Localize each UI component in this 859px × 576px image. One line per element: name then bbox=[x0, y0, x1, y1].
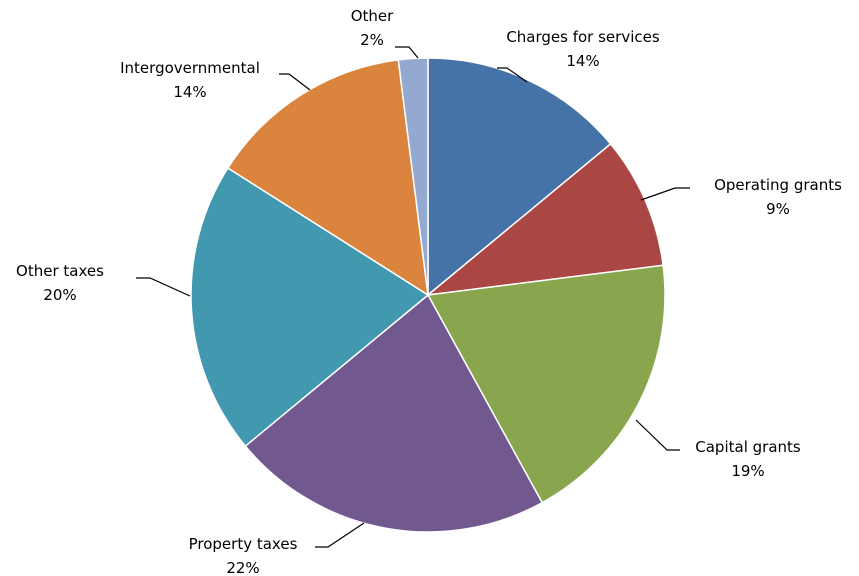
slice-label-charges-for-services: Charges for services bbox=[506, 28, 660, 46]
pie-slice-property-taxes bbox=[244, 293, 544, 533]
slice-percent-operating-grants: 9% bbox=[766, 200, 790, 218]
pie-slice-operating-grants bbox=[425, 142, 664, 297]
slice-label-other: Other bbox=[351, 7, 394, 25]
slice-label-operating-grants: Operating grants bbox=[714, 176, 842, 194]
leader-line-capital-grants bbox=[635, 419, 680, 451]
pie-slice-intergovernmental bbox=[226, 59, 429, 297]
leader-line-charges-for-services bbox=[497, 67, 528, 83]
pie-slices bbox=[190, 57, 666, 533]
leader-line-intergovernmental bbox=[279, 73, 311, 91]
pie-slice-other bbox=[397, 57, 429, 296]
leader-line-other bbox=[395, 46, 419, 59]
leader-line-other-taxes bbox=[136, 277, 191, 297]
leader-lines bbox=[136, 46, 690, 548]
leader-line-operating-grants bbox=[640, 187, 690, 201]
slice-label-other-taxes: Other taxes bbox=[16, 262, 104, 280]
data-labels: Charges for services 14% Operating grants 9… bbox=[16, 7, 842, 576]
slice-label-capital-grants: Capital grants bbox=[695, 438, 801, 456]
slice-percent-capital-grants: 19% bbox=[731, 462, 764, 480]
pie-slice-charges-for-services bbox=[427, 57, 612, 297]
pie-slice-other-taxes bbox=[190, 166, 430, 448]
leader-line-property-taxes bbox=[315, 522, 365, 548]
slice-percent-charges-for-services: 14% bbox=[566, 52, 599, 70]
slice-percent-other-taxes: 20% bbox=[43, 286, 76, 304]
slice-percent-intergovernmental: 14% bbox=[173, 83, 206, 101]
slice-label-intergovernmental: Intergovernmental bbox=[120, 59, 260, 77]
slice-label-property-taxes: Property taxes bbox=[189, 535, 298, 553]
slice-percent-other: 2% bbox=[360, 31, 384, 49]
slice-percent-property-taxes: 22% bbox=[226, 559, 259, 576]
pie-slice-capital-grants bbox=[426, 264, 666, 504]
